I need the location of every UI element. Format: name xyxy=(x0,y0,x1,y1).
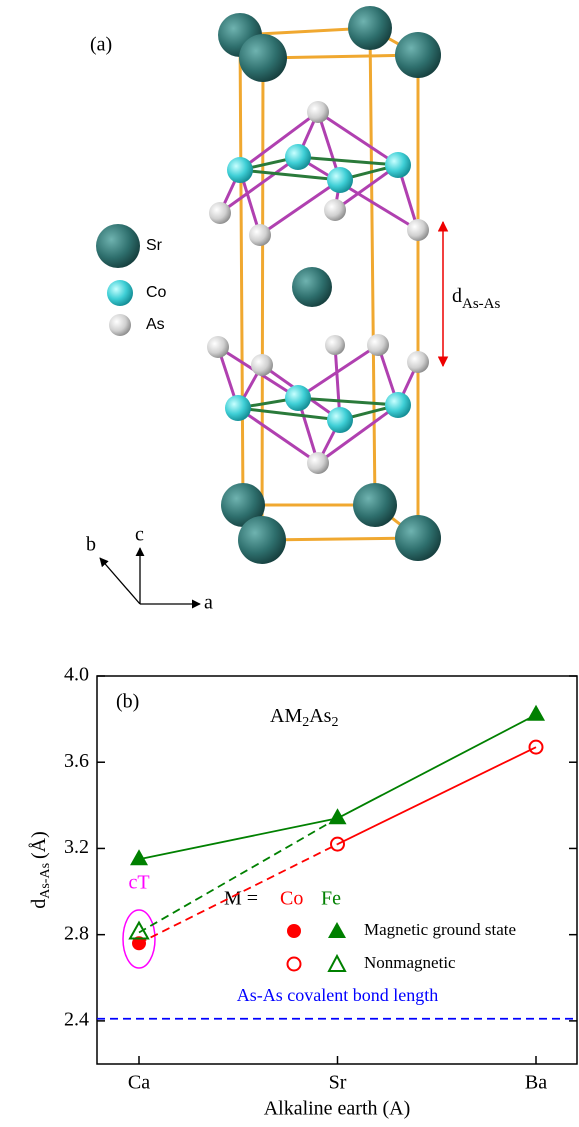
formula-part: 2 xyxy=(331,715,338,730)
atoms xyxy=(207,6,441,564)
marker xyxy=(328,808,347,825)
x-tick-label: Ca xyxy=(128,1072,150,1094)
legend-marker xyxy=(328,922,346,938)
legend-label: Magnetic ground state xyxy=(364,920,516,939)
legend-label: Co xyxy=(146,284,167,301)
crystal-structure: (a) Sr Co As dAs-As a b c xyxy=(86,6,500,614)
legend-co xyxy=(107,280,133,306)
y-tick-label: 3.6 xyxy=(64,750,89,772)
distance-label: dAs-As xyxy=(452,285,500,313)
ylabel-unit: (Å) xyxy=(28,831,50,859)
legend-label: Nonmagnetic xyxy=(364,953,456,972)
line-segment xyxy=(138,817,338,934)
formula-part: 2 xyxy=(302,715,309,730)
legend-label: Sr xyxy=(146,237,163,254)
legend-prefix: M = xyxy=(224,888,258,910)
reference-label: As-As covalent bond length xyxy=(237,985,438,1005)
y-tick-label: 2.4 xyxy=(64,1008,89,1030)
marker xyxy=(528,739,544,755)
distance-sub: As-As xyxy=(462,296,500,312)
ylabel-main: d xyxy=(28,899,50,909)
ylabel-sub: As-As xyxy=(38,863,53,899)
legend-column: Co xyxy=(280,888,303,910)
legend-marker xyxy=(287,924,301,938)
legend-marker xyxy=(327,953,347,972)
y-tick-label: 2.8 xyxy=(64,922,89,944)
axis-label: c xyxy=(135,524,144,546)
annotation: cT xyxy=(128,872,149,894)
legend-column: Fe xyxy=(321,888,341,910)
y-tick-label: 4.0 xyxy=(64,664,89,686)
line-segment xyxy=(138,843,338,945)
legend-marker xyxy=(286,956,302,972)
y-axis-label: dAs-As (Å) xyxy=(28,831,54,909)
legend-sr xyxy=(96,224,140,268)
bonds xyxy=(216,110,420,465)
ct-ellipse xyxy=(122,909,156,969)
plot-frame xyxy=(96,675,578,1065)
axis-label: b xyxy=(86,534,96,556)
marker xyxy=(527,704,545,721)
legend-label: As xyxy=(146,316,165,333)
line-segment xyxy=(337,714,537,820)
chart: (b) AM2As2 dAs-As(Å) Alkaline earth (A) … xyxy=(28,664,578,1120)
chart-title: AM2As2 xyxy=(270,705,338,731)
legend-as xyxy=(109,314,131,336)
formula-part: AM xyxy=(270,705,302,727)
marker xyxy=(132,936,146,951)
panel-label: (b) xyxy=(116,691,139,713)
axes-triad xyxy=(99,547,201,609)
y-tick-label: 3.2 xyxy=(64,836,89,858)
x-tick-label: Ba xyxy=(525,1072,547,1094)
marker xyxy=(330,836,345,852)
line-segment xyxy=(138,817,338,861)
x-axis-label: Alkaline earth (A) xyxy=(264,1098,411,1120)
x-tick-label: Sr xyxy=(329,1072,347,1094)
marker xyxy=(128,920,150,940)
axis-label: a xyxy=(204,592,213,614)
line-segment xyxy=(337,746,537,845)
marker xyxy=(130,849,148,866)
formula-part: As xyxy=(309,705,331,727)
panel-label: (a) xyxy=(90,34,112,56)
distance-main: d xyxy=(452,285,462,307)
